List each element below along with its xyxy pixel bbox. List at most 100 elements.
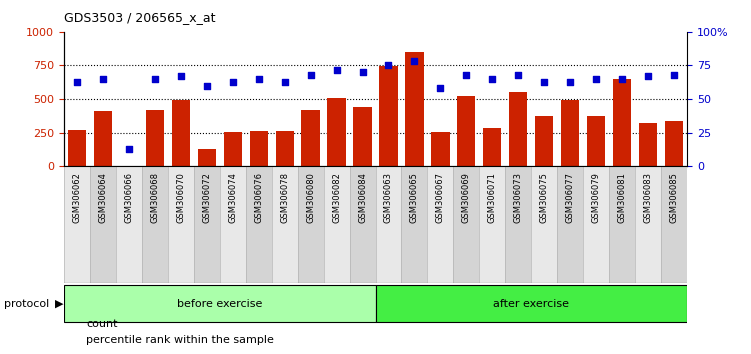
Text: GSM306067: GSM306067 bbox=[436, 172, 445, 223]
Bar bbox=[198, 149, 216, 166]
Point bbox=[305, 72, 317, 78]
Text: GSM306076: GSM306076 bbox=[254, 172, 263, 223]
Bar bbox=[427, 166, 454, 283]
Bar bbox=[532, 166, 557, 283]
Bar bbox=[661, 166, 687, 283]
Bar bbox=[587, 116, 605, 166]
Bar bbox=[509, 92, 527, 166]
Bar bbox=[68, 130, 86, 166]
Point bbox=[227, 79, 239, 85]
Text: before exercise: before exercise bbox=[177, 298, 262, 309]
Text: percentile rank within the sample: percentile rank within the sample bbox=[86, 335, 274, 345]
Point bbox=[538, 79, 550, 85]
Text: GSM306075: GSM306075 bbox=[540, 172, 549, 223]
Bar bbox=[301, 110, 320, 166]
Text: GSM306068: GSM306068 bbox=[150, 172, 159, 223]
Text: GSM306066: GSM306066 bbox=[124, 172, 133, 223]
Text: GSM306074: GSM306074 bbox=[228, 172, 237, 223]
Bar bbox=[479, 166, 505, 283]
Bar bbox=[406, 52, 424, 166]
Bar bbox=[635, 166, 661, 283]
Bar bbox=[376, 166, 402, 283]
Bar bbox=[454, 166, 479, 283]
Text: GSM306085: GSM306085 bbox=[670, 172, 679, 223]
Point bbox=[460, 72, 472, 78]
Bar bbox=[609, 166, 635, 283]
Text: GSM306062: GSM306062 bbox=[72, 172, 81, 223]
Point bbox=[330, 67, 342, 72]
Text: GSM306064: GSM306064 bbox=[98, 172, 107, 223]
Point bbox=[642, 73, 654, 79]
Point bbox=[201, 83, 213, 88]
Point bbox=[434, 86, 446, 91]
Text: GSM306072: GSM306072 bbox=[202, 172, 211, 223]
Bar bbox=[505, 166, 532, 283]
Bar bbox=[327, 98, 345, 166]
Text: protocol: protocol bbox=[4, 298, 49, 309]
Point bbox=[357, 69, 369, 75]
Bar bbox=[584, 166, 609, 283]
Text: GSM306084: GSM306084 bbox=[358, 172, 367, 223]
Bar bbox=[94, 111, 112, 166]
Bar bbox=[224, 132, 242, 166]
Point bbox=[590, 76, 602, 82]
Text: GSM306083: GSM306083 bbox=[644, 172, 653, 223]
Bar bbox=[167, 166, 194, 283]
Point bbox=[382, 63, 394, 68]
Text: GSM306080: GSM306080 bbox=[306, 172, 315, 223]
Bar bbox=[116, 166, 142, 283]
Bar bbox=[297, 166, 324, 283]
Bar bbox=[272, 166, 297, 283]
Text: count: count bbox=[86, 319, 118, 329]
Bar bbox=[324, 166, 349, 283]
Point bbox=[175, 73, 187, 79]
Bar bbox=[246, 166, 272, 283]
Text: GSM306079: GSM306079 bbox=[592, 172, 601, 223]
Bar bbox=[561, 101, 579, 166]
Bar bbox=[402, 166, 427, 283]
Bar bbox=[354, 107, 372, 166]
Point bbox=[564, 79, 576, 85]
Bar bbox=[535, 116, 553, 166]
Bar bbox=[276, 131, 294, 166]
Point bbox=[122, 146, 134, 152]
Text: GDS3503 / 206565_x_at: GDS3503 / 206565_x_at bbox=[64, 11, 216, 24]
Bar bbox=[557, 166, 584, 283]
Bar bbox=[249, 131, 267, 166]
Bar bbox=[613, 79, 632, 166]
Bar bbox=[172, 101, 190, 166]
Point bbox=[668, 72, 680, 78]
FancyBboxPatch shape bbox=[376, 285, 687, 322]
Bar bbox=[431, 132, 450, 166]
Text: GSM306070: GSM306070 bbox=[176, 172, 185, 223]
Text: ▶: ▶ bbox=[55, 298, 63, 309]
Point bbox=[617, 76, 629, 82]
Point bbox=[512, 72, 524, 78]
Text: GSM306073: GSM306073 bbox=[514, 172, 523, 223]
Point bbox=[487, 76, 499, 82]
Text: GSM306069: GSM306069 bbox=[462, 172, 471, 223]
Bar bbox=[90, 166, 116, 283]
Text: GSM306071: GSM306071 bbox=[488, 172, 497, 223]
Bar bbox=[146, 110, 164, 166]
Bar bbox=[665, 121, 683, 166]
Bar bbox=[194, 166, 220, 283]
Bar bbox=[457, 96, 475, 166]
Text: GSM306081: GSM306081 bbox=[618, 172, 627, 223]
Text: GSM306065: GSM306065 bbox=[410, 172, 419, 223]
Bar bbox=[349, 166, 376, 283]
Point bbox=[279, 79, 291, 85]
Text: GSM306077: GSM306077 bbox=[566, 172, 575, 223]
Point bbox=[97, 76, 109, 82]
Point bbox=[149, 76, 161, 82]
Bar bbox=[639, 123, 657, 166]
FancyBboxPatch shape bbox=[64, 285, 376, 322]
Bar bbox=[379, 66, 397, 166]
Text: GSM306082: GSM306082 bbox=[332, 172, 341, 223]
Point bbox=[252, 76, 264, 82]
Point bbox=[71, 79, 83, 85]
Bar bbox=[220, 166, 246, 283]
Text: GSM306078: GSM306078 bbox=[280, 172, 289, 223]
Text: GSM306063: GSM306063 bbox=[384, 172, 393, 223]
Text: after exercise: after exercise bbox=[493, 298, 569, 309]
